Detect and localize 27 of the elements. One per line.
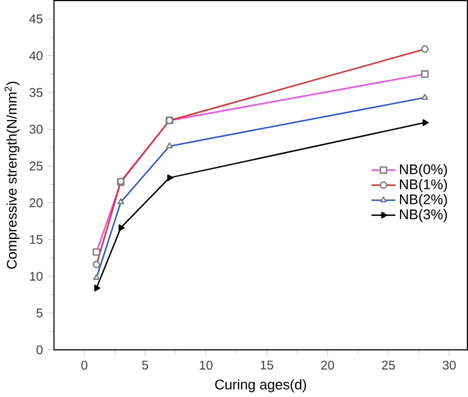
point <box>422 119 429 126</box>
y-tick-label: 15 <box>30 235 42 244</box>
point <box>118 224 125 232</box>
y-tick-label: 0 <box>36 345 43 354</box>
y-tick-label: 10 <box>30 272 43 281</box>
x-tick-label: 20 <box>321 360 334 370</box>
y-tick-label: 25 <box>30 162 42 171</box>
legend-label: NB(3%) <box>400 209 447 222</box>
x-tick-label: 15 <box>260 360 274 370</box>
point <box>94 284 100 292</box>
y-tick-label: 45 <box>29 14 42 24</box>
x-tick-label: 25 <box>382 360 395 370</box>
x-tick-label: 5 <box>142 360 148 370</box>
x-tick-label: 10 <box>200 360 212 370</box>
y-tick-label: 35 <box>30 88 42 97</box>
x-axis-title: Curing ages(d) <box>215 379 306 392</box>
y-tick-label: 40 <box>29 51 43 60</box>
legend-label: NB(0%) <box>400 164 447 178</box>
legend-label: NB(1%) <box>400 179 447 192</box>
x-tick-label: 0 <box>81 360 88 370</box>
y-tick-label: 20 <box>30 198 43 208</box>
point <box>167 174 174 182</box>
y-axis-title: Compressive strength(N/mm$^{2}$) <box>4 82 20 269</box>
x-tick-label: 30 <box>442 360 456 370</box>
y-tick-label: 30 <box>30 124 43 134</box>
y-tick-label: 5 <box>36 308 43 318</box>
legend-label: NB(2%) <box>400 194 447 208</box>
